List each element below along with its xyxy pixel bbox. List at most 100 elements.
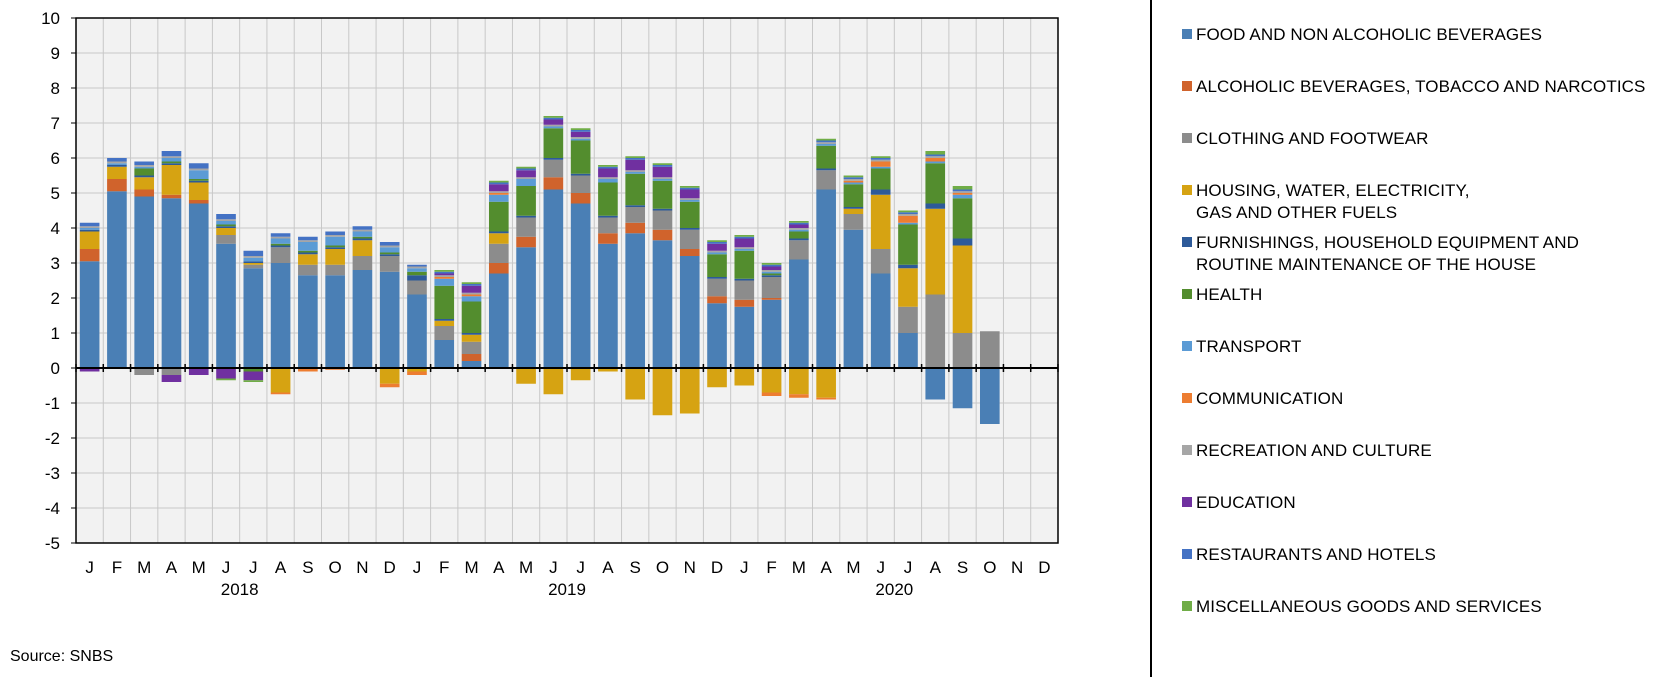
x-tick-label: A [493,558,505,577]
bar-segment [625,233,646,368]
bar-segment [952,333,973,368]
bar-segment [134,161,155,165]
bar-segment [707,303,727,368]
bar-segment [188,200,209,204]
bar-segment [816,189,836,368]
bar-segment [243,256,264,258]
bar-segment [761,264,782,267]
legend-label: MISCELLANEOUS GOODS AND SERVICES [1196,597,1542,616]
year-label: 2020 [875,580,913,599]
bar-segment [352,226,373,230]
bar-segment [625,222,646,234]
bar-segment [488,263,509,274]
bar-segment [461,354,482,361]
bar-segment [488,182,509,185]
legend-item: RESTAURANTS AND HOTELS [1182,544,1652,566]
bar-segment [652,179,673,181]
bar-segment [325,247,345,249]
bar-segment [598,233,618,244]
bar-segment [161,151,182,157]
bar-segment [870,158,891,160]
x-tick-label: O [983,558,996,577]
bar-segment [243,257,264,262]
x-axis-year-labels: 2018 2019 2020 [221,580,913,599]
y-tick-label: 9 [51,44,60,63]
bar-segment [789,222,809,225]
x-tick-label: J [85,558,94,577]
bar-segment [243,371,264,381]
bar-segment [898,306,918,333]
bar-segment [952,238,973,246]
bar-segment [707,277,727,279]
bar-segment [952,194,973,199]
bar-segment [79,222,100,227]
bar-segment [870,166,891,169]
x-tick-label: A [275,558,287,577]
bar-segment [461,333,482,335]
x-tick-label: F [112,558,122,577]
y-tick-label: 1 [51,324,60,343]
bar-segment [298,264,318,276]
bar-segment [543,189,564,368]
x-tick-label: A [602,558,614,577]
bar-segment [243,264,264,269]
bar-segment [434,278,455,286]
bar-segment [79,261,100,368]
bar-segment [816,145,836,169]
bar-segment [488,233,509,244]
bar-segment [570,368,591,381]
bar-segment [598,168,618,178]
bar-segment [789,368,809,395]
bar-segment [216,228,236,235]
bar-segment [407,294,427,368]
y-tick-label: 6 [51,149,60,168]
bar-segment [516,170,536,178]
bar-segment [952,189,973,192]
legend-swatch [1182,289,1192,299]
bar-segment [625,173,646,206]
x-tick-label: J [740,558,749,577]
bar-segment [789,229,809,232]
bar-segment [270,233,291,237]
bar-segment [298,240,318,242]
bar-segment [243,268,264,368]
bar-segment [570,203,591,368]
bar-segment [652,229,673,241]
bar-segment [925,208,946,295]
bar-segment [843,184,864,207]
legend-swatch [1182,445,1192,455]
bar-segment [270,243,291,246]
bar-segment [270,263,291,368]
bar-segment [734,235,755,237]
bar-segment [952,368,973,409]
bar-segment [79,226,100,228]
bar-segment [543,158,564,160]
bar-segment [216,243,236,368]
x-tick-label: F [766,558,776,577]
bar-segment [270,236,291,239]
bar-segment [516,177,536,179]
bar-segment [652,166,673,178]
bar-segment [925,151,946,155]
y-tick-label: 3 [51,254,60,273]
bar-segment [298,275,318,368]
bar-segment [789,240,809,260]
bar-segment [161,156,182,158]
bar-segment [461,294,482,297]
bar-segment [488,231,509,234]
bar-segment [461,285,482,293]
bar-segment [325,231,345,235]
bar-segment [161,158,182,162]
bar-segment [516,166,536,169]
y-tick-label: 7 [51,114,60,133]
bar-segment [570,140,591,174]
bar-segment [188,368,209,375]
bar-segment [679,228,700,230]
bar-segment [598,179,618,183]
bar-segment [488,194,509,202]
legend-swatch [1182,81,1192,91]
x-tick-label: M [137,558,151,577]
bar-segment [734,299,755,307]
legend-label: FOOD AND NON ALCOHOLIC BEVERAGES [1196,25,1543,44]
